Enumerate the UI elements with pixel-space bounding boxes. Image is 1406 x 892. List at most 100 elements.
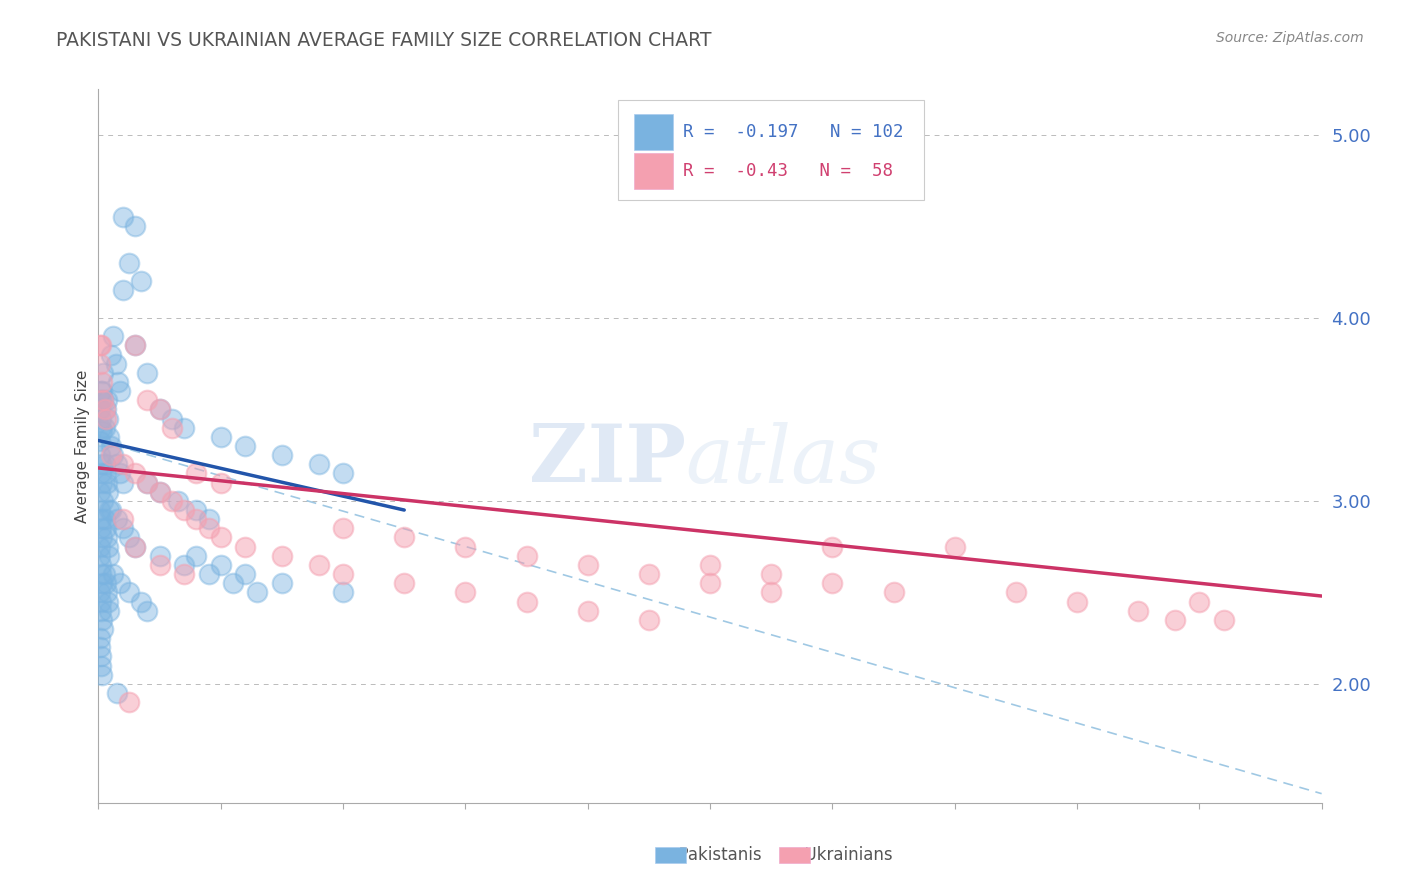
Point	[100, 439, 122, 453]
Point	[93, 420, 115, 434]
Point	[89, 448, 111, 462]
Point	[93, 458, 115, 472]
Point	[209, 558, 232, 572]
Point	[90, 338, 112, 352]
Point	[136, 366, 159, 380]
Point	[94, 467, 117, 481]
Point	[105, 512, 128, 526]
Point	[90, 384, 112, 398]
Point	[197, 512, 219, 526]
Text: PAKISTANI VS UKRAINIAN AVERAGE FAMILY SIZE CORRELATION CHART: PAKISTANI VS UKRAINIAN AVERAGE FAMILY SI…	[56, 31, 711, 50]
Point	[233, 567, 256, 582]
Point	[1212, 613, 1234, 627]
Point	[186, 549, 208, 563]
Point	[699, 576, 721, 591]
Point	[96, 585, 118, 599]
Point	[104, 357, 127, 371]
Point	[454, 585, 477, 599]
Point	[332, 567, 354, 582]
Point	[136, 393, 159, 408]
Point	[129, 594, 152, 608]
Point	[246, 585, 269, 599]
Point	[94, 576, 117, 591]
Point	[89, 631, 111, 645]
Point	[97, 594, 120, 608]
Point	[149, 484, 172, 499]
Point	[110, 384, 132, 398]
Point	[516, 549, 538, 563]
Point	[90, 604, 112, 618]
Point	[110, 576, 132, 591]
Text: R =  -0.43   N =  58: R = -0.43 N = 58	[683, 162, 893, 180]
Point	[392, 576, 416, 591]
Point	[186, 503, 208, 517]
Point	[89, 357, 111, 371]
Point	[392, 531, 416, 545]
Point	[576, 604, 599, 618]
Point	[124, 338, 146, 352]
Point	[100, 448, 122, 462]
Point	[110, 467, 132, 481]
Point	[91, 375, 114, 389]
Point	[149, 549, 172, 563]
Point	[97, 540, 120, 554]
Point	[90, 567, 112, 582]
Point	[1188, 594, 1211, 608]
Point	[124, 540, 146, 554]
Point	[576, 558, 599, 572]
Point	[107, 375, 129, 389]
Point	[160, 494, 183, 508]
Point	[90, 467, 112, 481]
Point	[98, 604, 121, 618]
Point	[91, 494, 114, 508]
Point	[149, 558, 172, 572]
Point	[89, 484, 111, 499]
Point	[91, 622, 114, 636]
Point	[1066, 594, 1088, 608]
Point	[308, 458, 330, 472]
Point	[270, 549, 294, 563]
Point	[233, 439, 256, 453]
Point	[96, 475, 118, 490]
Point	[90, 558, 112, 572]
Point	[98, 549, 121, 563]
Point	[105, 458, 128, 472]
Point	[90, 458, 112, 472]
Point	[91, 384, 114, 398]
Point	[90, 649, 112, 664]
Point	[149, 484, 172, 499]
Point	[91, 393, 114, 408]
Point	[124, 219, 146, 234]
Point	[111, 521, 134, 535]
Point	[136, 475, 159, 490]
Point	[118, 585, 141, 599]
Point	[89, 549, 111, 563]
Point	[90, 512, 112, 526]
Point	[90, 613, 112, 627]
Point	[761, 567, 783, 582]
Point	[89, 402, 111, 417]
Point	[173, 558, 195, 572]
Point	[97, 484, 120, 499]
Point	[111, 458, 134, 472]
Point	[89, 338, 111, 352]
Text: Source: ZipAtlas.com: Source: ZipAtlas.com	[1216, 31, 1364, 45]
Text: R =  -0.197   N = 102: R = -0.197 N = 102	[683, 123, 904, 141]
Point	[90, 425, 112, 439]
Point	[167, 494, 190, 508]
Point	[197, 567, 219, 582]
Point	[160, 411, 183, 425]
Point	[89, 640, 111, 655]
Point	[173, 420, 195, 434]
Point	[96, 531, 118, 545]
Point	[111, 475, 134, 490]
Point	[883, 585, 905, 599]
Point	[699, 558, 721, 572]
Y-axis label: Average Family Size: Average Family Size	[75, 369, 90, 523]
Point	[101, 329, 124, 343]
Point	[100, 503, 122, 517]
Point	[270, 448, 294, 462]
Point	[105, 686, 128, 700]
Point	[101, 567, 124, 582]
Bar	[634, 153, 673, 189]
